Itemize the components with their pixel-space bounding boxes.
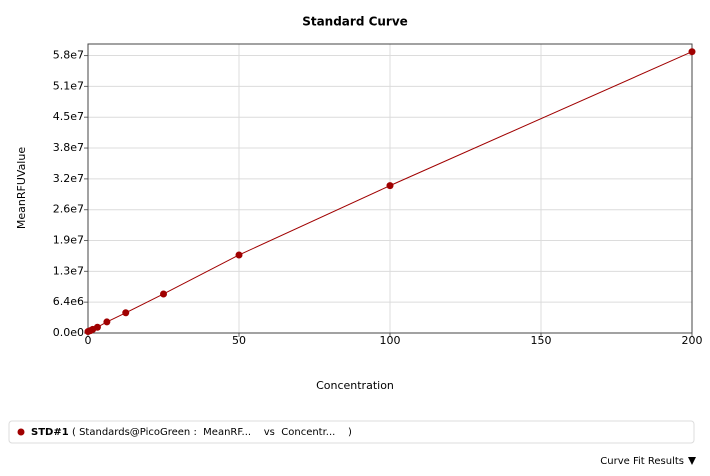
data-point	[93, 323, 101, 331]
legend-label: STD#1	[31, 427, 69, 438]
curve-fit-button[interactable]: Curve Fit Results	[600, 456, 696, 467]
y-tick-label: 4.5e7	[53, 110, 84, 123]
data-point	[160, 290, 167, 298]
data-point	[688, 48, 696, 56]
y-tick-label: 6.4e6	[53, 295, 84, 308]
data-point	[103, 318, 111, 326]
data-point	[122, 309, 130, 317]
data-point	[235, 251, 243, 259]
dropdown-arrow[interactable]	[688, 457, 696, 465]
y-tick-label: 3.8e7	[53, 141, 84, 154]
chart-title: Standard Curve	[302, 15, 408, 29]
legend-box	[8, 420, 695, 444]
y-tick-label: 0.0e0	[53, 326, 84, 339]
x-tick-label: 100	[380, 334, 401, 347]
y-tick-label: 5.1e7	[53, 79, 84, 92]
x-tick-label: 150	[531, 334, 552, 347]
y-tick-label: 1.9e7	[53, 234, 84, 247]
data-point	[386, 182, 394, 190]
legend-marker	[17, 428, 25, 436]
x-tick-label: 50	[232, 334, 246, 347]
x-axis-label: Concentration	[316, 379, 394, 392]
button-label[interactable]: Curve Fit Results	[600, 456, 684, 467]
x-tick-label: 200	[682, 334, 703, 347]
legend-detail: ( Standards@PicoGreen : MeanRF... vs Con…	[72, 427, 352, 438]
x-tick-label: 0	[85, 334, 92, 347]
plot-frame	[87, 43, 693, 334]
y-tick-label: 2.6e7	[53, 203, 84, 216]
y-tick-label: 5.8e7	[53, 49, 84, 62]
y-tick-label: 3.2e7	[53, 172, 84, 185]
y-axis-label: MeanRFUValue	[15, 147, 28, 229]
y-tick-label: 1.3e7	[53, 264, 84, 277]
